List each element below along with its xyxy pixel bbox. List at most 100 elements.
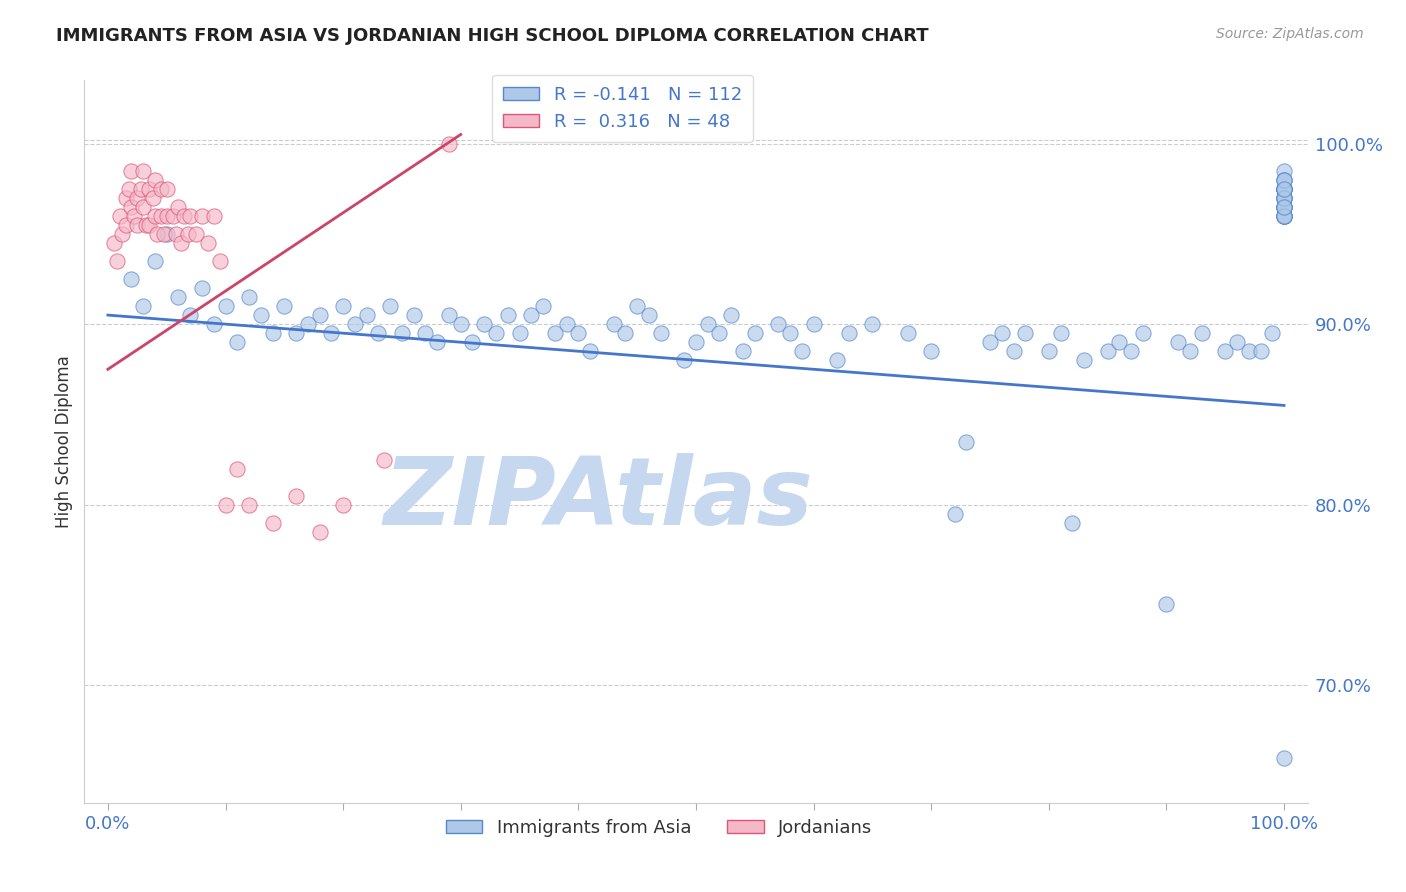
Point [132, 299, 155, 313]
Point [156, 209, 179, 223]
Point [156, 227, 179, 241]
Point [768, 317, 790, 331]
Point [249, 308, 271, 322]
Point [1049, 326, 1071, 340]
Point [380, 299, 402, 313]
Point [696, 317, 718, 331]
Point [122, 209, 145, 223]
Point [1237, 344, 1260, 359]
Point [127, 191, 149, 205]
Point [544, 326, 567, 340]
Point [1272, 172, 1295, 186]
Point [461, 335, 484, 350]
Point [202, 209, 225, 223]
Point [1272, 191, 1295, 205]
Y-axis label: High School Diploma: High School Diploma [55, 355, 73, 528]
Point [1272, 172, 1295, 186]
Point [1108, 335, 1130, 350]
Point [127, 218, 149, 232]
Point [1097, 344, 1119, 359]
Point [197, 235, 219, 250]
Point [1121, 344, 1143, 359]
Point [485, 326, 508, 340]
Point [614, 326, 637, 340]
Point [143, 209, 166, 223]
Point [567, 326, 589, 340]
Point [214, 498, 236, 512]
Point [208, 253, 231, 268]
Point [650, 326, 672, 340]
Point [803, 317, 825, 331]
Point [153, 227, 176, 241]
Point [332, 498, 354, 512]
Point [1132, 326, 1154, 340]
Point [450, 317, 472, 331]
Point [202, 317, 225, 331]
Point [579, 344, 602, 359]
Point [356, 308, 378, 322]
Point [156, 181, 179, 195]
Point [1062, 516, 1084, 530]
Point [779, 326, 801, 340]
Point [955, 434, 977, 449]
Point [920, 344, 942, 359]
Point [1272, 750, 1295, 764]
Point [1272, 163, 1295, 178]
Point [308, 524, 330, 539]
Point [1272, 181, 1295, 195]
Point [129, 181, 152, 195]
Point [673, 353, 696, 368]
Point [979, 335, 1001, 350]
Point [191, 281, 214, 295]
Point [114, 191, 136, 205]
Point [184, 227, 207, 241]
Point [1272, 181, 1295, 195]
Point [143, 253, 166, 268]
Point [991, 326, 1014, 340]
Point [262, 326, 284, 340]
Point [146, 227, 169, 241]
Text: IMMIGRANTS FROM ASIA VS JORDANIAN HIGH SCHOOL DIPLOMA CORRELATION CHART: IMMIGRANTS FROM ASIA VS JORDANIAN HIGH S… [56, 27, 929, 45]
Point [191, 209, 214, 223]
Point [1261, 326, 1284, 340]
Point [120, 272, 142, 286]
Point [1272, 200, 1295, 214]
Point [1156, 597, 1178, 611]
Point [118, 181, 141, 195]
Point [1272, 200, 1295, 214]
Point [120, 200, 142, 214]
Point [1272, 191, 1295, 205]
Point [135, 218, 157, 232]
Point [838, 326, 860, 340]
Point [1213, 344, 1236, 359]
Point [1014, 326, 1036, 340]
Point [1002, 344, 1025, 359]
Text: ZIPAtlas: ZIPAtlas [384, 453, 813, 545]
Point [1272, 209, 1295, 223]
Point [709, 326, 731, 340]
Point [273, 299, 295, 313]
Point [226, 335, 249, 350]
Point [415, 326, 437, 340]
Point [1272, 209, 1295, 223]
Point [1272, 200, 1295, 214]
Point [308, 308, 330, 322]
Point [373, 452, 395, 467]
Point [626, 299, 648, 313]
Point [426, 335, 449, 350]
Point [1178, 344, 1201, 359]
Point [638, 308, 661, 322]
Point [1191, 326, 1213, 340]
Point [214, 299, 236, 313]
Point [1272, 200, 1295, 214]
Point [897, 326, 920, 340]
Point [111, 227, 134, 241]
Point [179, 308, 201, 322]
Point [177, 227, 200, 241]
Point [1272, 209, 1295, 223]
Point [149, 181, 172, 195]
Point [720, 308, 742, 322]
Point [226, 461, 249, 475]
Point [1272, 181, 1295, 195]
Point [1038, 344, 1060, 359]
